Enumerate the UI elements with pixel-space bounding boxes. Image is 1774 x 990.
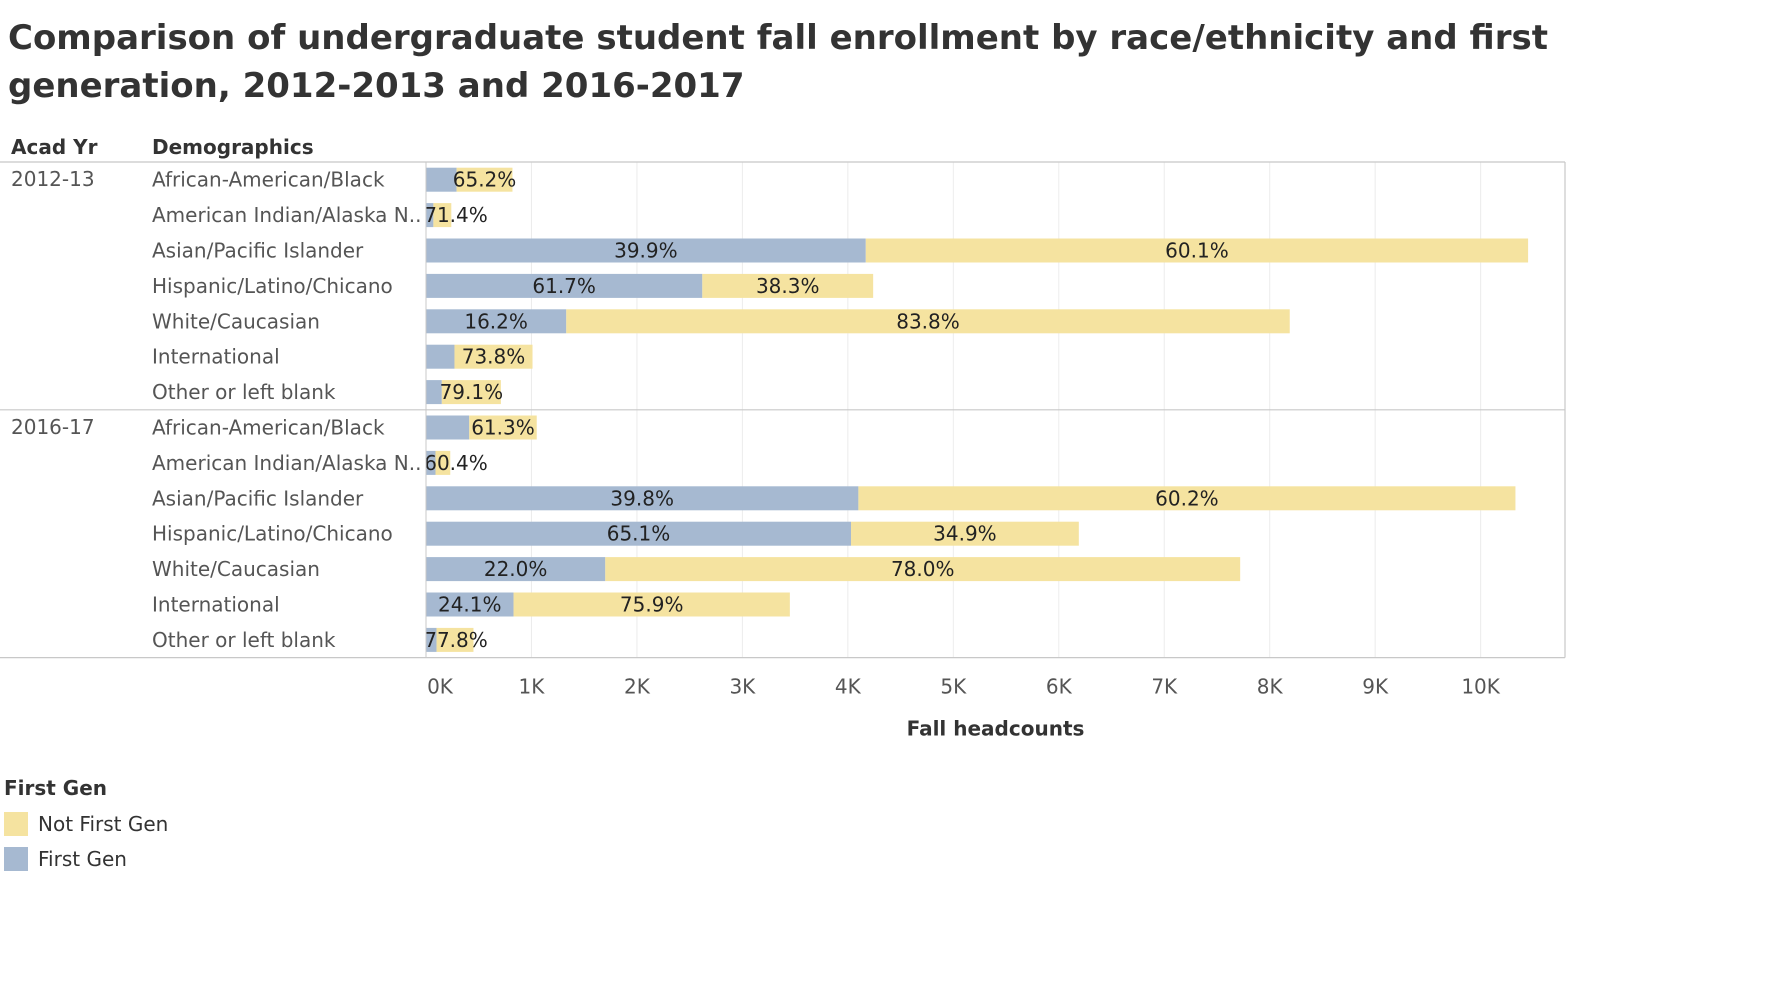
category-label: American Indian/Alaska N.. [152, 203, 421, 227]
bar-not-first-gen [702, 273, 874, 298]
bar-not-first-gen [865, 238, 1529, 263]
bar-first-gen [426, 486, 859, 511]
category-label: Asian/Pacific Islander [152, 239, 364, 263]
bar-not-first-gen [441, 380, 501, 405]
x-axis-title: Fall headcounts [907, 717, 1085, 741]
legend: First Gen Not First Gen First Gen [4, 776, 168, 876]
row-header-demographics: Demographics [152, 135, 314, 159]
data-label-first-gen: 61.7% [532, 274, 596, 298]
data-label-first-gen: 22.0% [484, 557, 548, 581]
data-label-not-first-gen: 79.1% [440, 380, 504, 404]
data-label-not-first-gen: 73.8% [462, 345, 526, 369]
category-label: International [152, 345, 280, 369]
legend-title: First Gen [4, 776, 108, 800]
data-label-first-gen: 39.8% [610, 486, 674, 510]
bar-first-gen [426, 450, 436, 475]
bar-not-first-gen [454, 344, 533, 369]
data-label-not-first-gen: 60.2% [1155, 486, 1219, 510]
x-tick-label: 2K [624, 675, 651, 699]
data-label-not-first-gen: 38.3% [756, 274, 820, 298]
bar-first-gen [426, 203, 434, 228]
bar-first-gen [426, 415, 470, 440]
chart-title: Comparison of undergraduate student fall… [8, 18, 1548, 106]
row-header-acad-yr: Acad Yr [11, 135, 98, 159]
data-label-not-first-gen: 83.8% [896, 309, 960, 333]
legend-swatch-not-first-gen [4, 811, 28, 836]
data-label-not-first-gen: 60.4% [424, 451, 488, 475]
data-label-first-gen: 24.1% [438, 593, 502, 617]
category-label: African-American/Black [152, 416, 385, 440]
category-label: Asian/Pacific Islander [152, 486, 364, 510]
bar-first-gen [426, 592, 514, 617]
year-label: 2012-13 [11, 167, 95, 191]
data-label-not-first-gen: 60.1% [1165, 239, 1229, 263]
legend-label-not-first-gen: Not First Gen [38, 811, 169, 836]
bar-not-first-gen [605, 557, 1241, 582]
bar-first-gen [426, 167, 457, 192]
category-label: American Indian/Alaska N.. [152, 451, 421, 475]
category-label: African-American/Black [152, 168, 385, 192]
x-tick-label: 9K [1362, 675, 1389, 699]
data-label-first-gen: 39.9% [614, 239, 678, 263]
bar-not-first-gen [858, 486, 1516, 511]
legend-swatch-first-gen [4, 846, 28, 871]
bar-not-first-gen [435, 450, 451, 475]
year-label: 2016-17 [11, 415, 95, 439]
category-label: International [152, 593, 280, 617]
legend-item-first-gen[interactable]: First Gen [4, 841, 168, 876]
x-tick-label: 0K [427, 675, 454, 699]
x-tick-label: 3K [729, 675, 756, 699]
bar-first-gen [426, 627, 437, 652]
bar-not-first-gen [469, 415, 537, 440]
bar-not-first-gen [513, 592, 790, 617]
bar-first-gen [426, 309, 567, 334]
legend-label-first-gen: First Gen [38, 846, 127, 871]
data-label-first-gen: 16.2% [464, 309, 528, 333]
bar-not-first-gen [433, 203, 452, 228]
category-label: Other or left blank [152, 380, 336, 404]
category-label: Hispanic/Latino/Chicano [152, 522, 393, 546]
data-label-not-first-gen: 65.2% [453, 168, 517, 192]
bar-first-gen [426, 521, 852, 546]
category-label: Hispanic/Latino/Chicano [152, 274, 393, 298]
data-label-not-first-gen: 78.0% [891, 557, 955, 581]
bar-not-first-gen [851, 521, 1079, 546]
x-tick-label: 4K [835, 675, 862, 699]
legend-item-not-first-gen[interactable]: Not First Gen [4, 806, 168, 841]
bar-first-gen [426, 380, 442, 405]
data-label-not-first-gen: 34.9% [933, 522, 997, 546]
data-label-not-first-gen: 75.9% [620, 593, 684, 617]
x-tick-label: 8K [1257, 675, 1284, 699]
stacked-bar-chart: Acad Yr Demographics 2012-13 African-Americ… [0, 135, 1566, 741]
x-tick-label: 7K [1151, 675, 1178, 699]
bar-first-gen [426, 344, 455, 369]
x-tick-label: 10K [1461, 675, 1500, 699]
category-label: White/Caucasian [152, 557, 320, 581]
category-label: Other or left blank [152, 628, 336, 652]
data-label-not-first-gen: 61.3% [471, 416, 535, 440]
bar-not-first-gen [436, 627, 474, 652]
data-label-not-first-gen: 77.8% [424, 628, 488, 652]
x-tick-label: 6K [1046, 675, 1073, 699]
data-label-first-gen: 65.1% [607, 522, 671, 546]
x-tick-label: 1K [519, 675, 546, 699]
bar-not-first-gen [456, 167, 513, 192]
bar-first-gen [426, 238, 866, 263]
bar-first-gen [426, 273, 703, 298]
category-label: White/Caucasian [152, 309, 320, 333]
data-label-not-first-gen: 71.4% [424, 203, 488, 227]
bar-not-first-gen [566, 309, 1290, 334]
bar-first-gen [426, 557, 606, 582]
x-tick-label: 5K [940, 675, 967, 699]
